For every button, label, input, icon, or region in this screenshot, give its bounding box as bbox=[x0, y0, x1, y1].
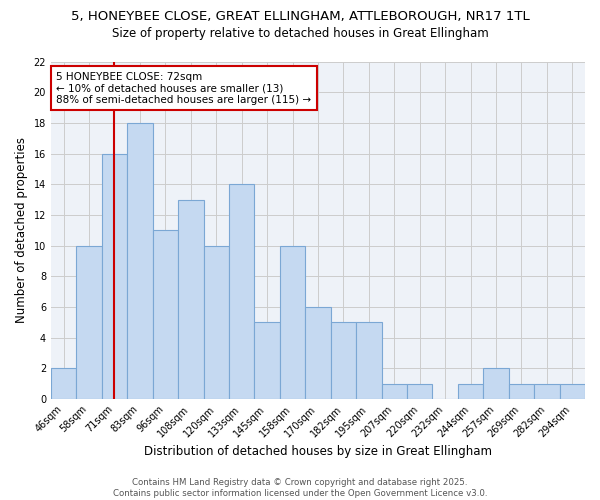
Bar bbox=[331, 322, 356, 399]
Bar bbox=[203, 246, 229, 399]
Bar bbox=[51, 368, 76, 399]
Bar bbox=[178, 200, 203, 399]
X-axis label: Distribution of detached houses by size in Great Ellingham: Distribution of detached houses by size … bbox=[144, 444, 492, 458]
Bar bbox=[534, 384, 560, 399]
Bar bbox=[356, 322, 382, 399]
Text: Size of property relative to detached houses in Great Ellingham: Size of property relative to detached ho… bbox=[112, 28, 488, 40]
Bar bbox=[560, 384, 585, 399]
Bar bbox=[382, 384, 407, 399]
Bar bbox=[229, 184, 254, 399]
Bar bbox=[280, 246, 305, 399]
Bar bbox=[509, 384, 534, 399]
Bar bbox=[152, 230, 178, 399]
Bar bbox=[305, 307, 331, 399]
Bar bbox=[483, 368, 509, 399]
Text: 5, HONEYBEE CLOSE, GREAT ELLINGHAM, ATTLEBOROUGH, NR17 1TL: 5, HONEYBEE CLOSE, GREAT ELLINGHAM, ATTL… bbox=[71, 10, 529, 23]
Bar bbox=[458, 384, 483, 399]
Bar bbox=[76, 246, 102, 399]
Y-axis label: Number of detached properties: Number of detached properties bbox=[15, 138, 28, 324]
Bar bbox=[102, 154, 127, 399]
Bar bbox=[254, 322, 280, 399]
Bar bbox=[407, 384, 433, 399]
Text: Contains HM Land Registry data © Crown copyright and database right 2025.
Contai: Contains HM Land Registry data © Crown c… bbox=[113, 478, 487, 498]
Text: 5 HONEYBEE CLOSE: 72sqm
← 10% of detached houses are smaller (13)
88% of semi-de: 5 HONEYBEE CLOSE: 72sqm ← 10% of detache… bbox=[56, 72, 311, 105]
Bar bbox=[127, 123, 152, 399]
